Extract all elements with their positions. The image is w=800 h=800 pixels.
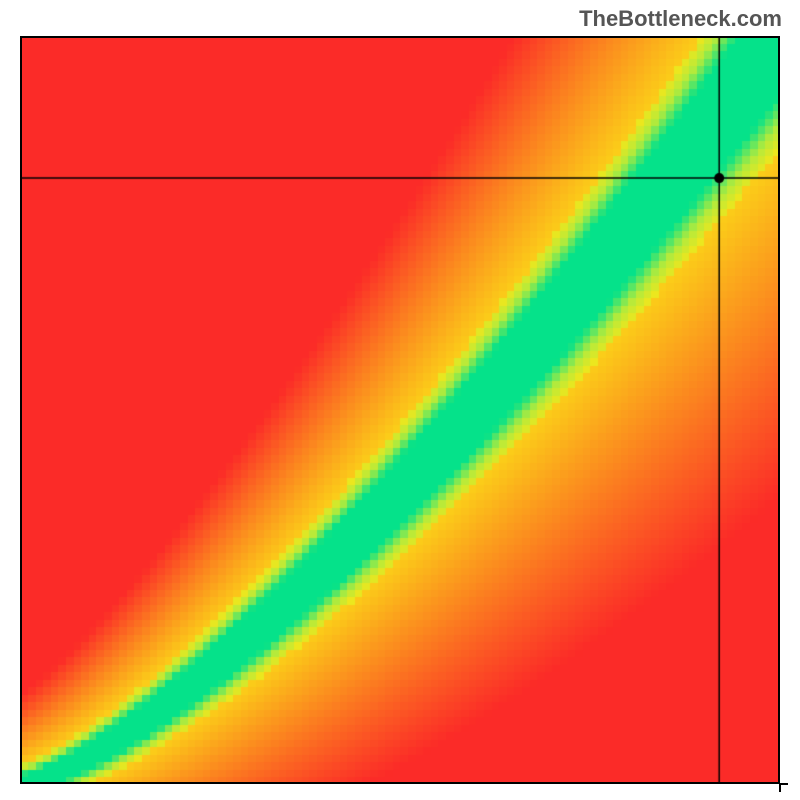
crosshair-overlay — [20, 36, 780, 784]
chart-container: TheBottleneck.com — [0, 0, 800, 800]
axis-tick-right — [780, 783, 788, 785]
axis-tick-bottom — [779, 784, 781, 792]
watermark-text: TheBottleneck.com — [579, 6, 782, 32]
plot-frame — [20, 36, 780, 784]
